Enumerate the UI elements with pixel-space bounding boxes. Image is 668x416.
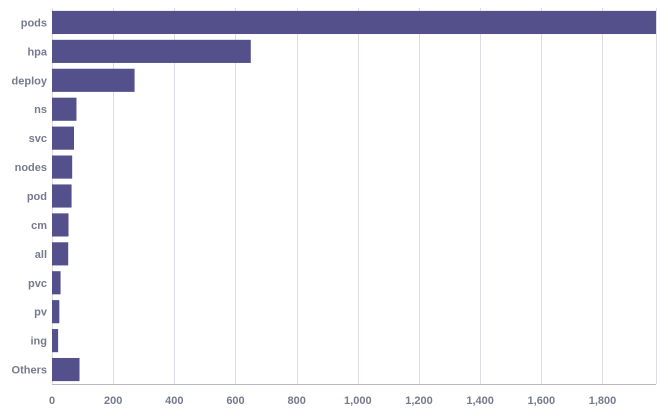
bar-pod[interactable] (52, 184, 72, 208)
bar-ns[interactable] (52, 97, 77, 121)
x-tick-label: 800 (287, 395, 305, 407)
bars (52, 10, 656, 382)
category-label: ing (31, 336, 48, 348)
category-labels: pods hpa deploy ns svc nodes pod cm all pvc pv ing O… (12, 17, 48, 376)
bar-nodes[interactable] (52, 155, 73, 179)
category-label: svc (29, 133, 47, 145)
x-axis-ticks: 0 200 400 600 800 1,000 1,200 1,400 1,600 1,800 (49, 384, 656, 407)
x-tick-label: 1,200 (405, 395, 433, 407)
x-tick-label: 1,000 (344, 395, 372, 407)
bar-ing[interactable] (52, 329, 59, 353)
x-tick-label: 0 (49, 395, 55, 407)
bar-others[interactable] (52, 357, 80, 382)
category-label: nodes (15, 162, 47, 174)
bar-hpa[interactable] (52, 39, 251, 63)
x-tick-label: 1,600 (528, 395, 556, 407)
bar-deploy[interactable] (52, 68, 135, 92)
bar-all[interactable] (52, 242, 69, 266)
category-label: pod (27, 191, 47, 203)
x-tick-label: 600 (226, 395, 244, 407)
bar-cm[interactable] (52, 213, 69, 237)
x-tick-label: 200 (104, 395, 122, 407)
category-label: cm (31, 220, 47, 232)
bar-pods[interactable] (52, 10, 656, 35)
x-tick-label: 1,800 (589, 395, 617, 407)
category-label: Others (12, 365, 47, 377)
grid-lines (52, 8, 657, 384)
category-label: pvc (28, 278, 47, 290)
category-label: all (35, 249, 47, 261)
bar-pvc[interactable] (52, 271, 61, 295)
category-label: ns (34, 104, 47, 116)
bar-pv[interactable] (52, 300, 60, 324)
category-label: hpa (27, 46, 47, 58)
bar-svc[interactable] (52, 126, 75, 150)
category-label: deploy (12, 75, 48, 87)
x-tick-label: 400 (165, 395, 183, 407)
category-label: pv (34, 307, 48, 319)
x-tick-label: 1,400 (466, 395, 494, 407)
category-label: pods (21, 17, 47, 29)
